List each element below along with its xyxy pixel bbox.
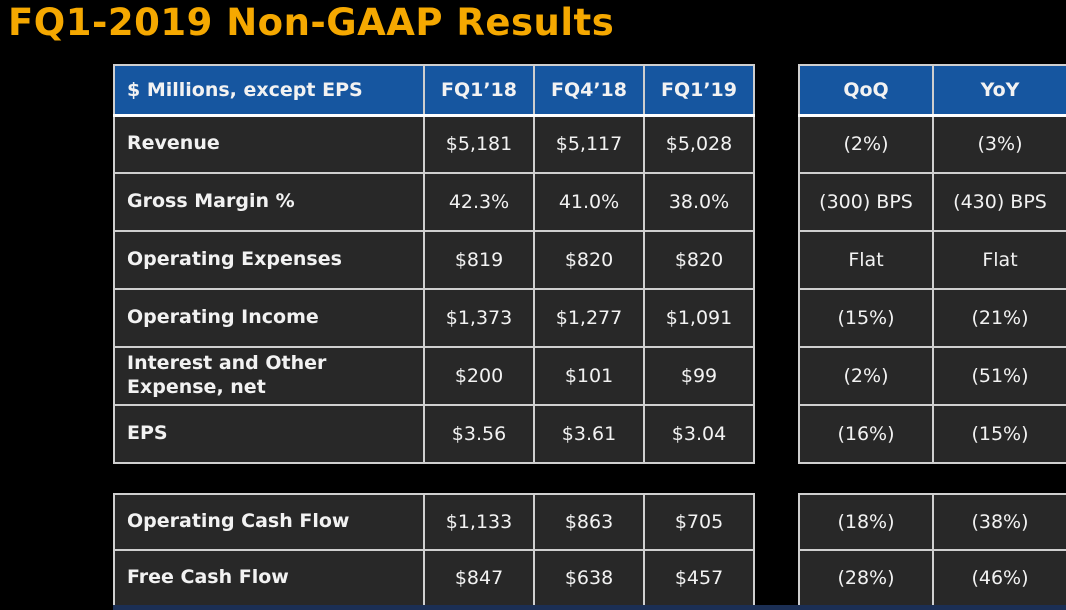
cell-qoq: Flat: [798, 230, 934, 290]
header-metric-label: $ Millions, except EPS: [113, 64, 425, 117]
footer-bar: [113, 605, 1066, 610]
cashflow-delta-table: (18%) (38%) (28%) (46%): [798, 493, 1066, 607]
delta-row-eps: (16%) (15%): [798, 404, 1066, 464]
table-row-free-cash-flow: Free Cash Flow $847 $638 $457: [113, 549, 755, 607]
delta-row-free-cash-flow: (28%) (46%): [798, 549, 1066, 607]
row-label: Operating Expenses: [113, 230, 425, 290]
table-row-operating-cash-flow: Operating Cash Flow $1,133 $863 $705: [113, 493, 755, 551]
table-row-interest-expense: Interest and Other Expense, net $200 $10…: [113, 346, 755, 406]
cell-fq1-19: $820: [643, 230, 755, 290]
row-label: Operating Income: [113, 288, 425, 348]
cell-fq4-18: $638: [533, 549, 645, 607]
row-label: Revenue: [113, 114, 425, 174]
header-fq1-18: FQ1’18: [423, 64, 535, 117]
row-label: Free Cash Flow: [113, 549, 425, 607]
cell-yoy: (15%): [932, 404, 1066, 464]
cell-yoy: (46%): [932, 549, 1066, 607]
delta-row-operating-expenses: Flat Flat: [798, 230, 1066, 290]
row-label: Operating Cash Flow: [113, 493, 425, 551]
cell-fq1-18: $819: [423, 230, 535, 290]
cell-fq4-18: $1,277: [533, 288, 645, 348]
header-qoq: QoQ: [798, 64, 934, 117]
cell-fq1-19: $99: [643, 346, 755, 406]
page-title: FQ1-2019 Non-GAAP Results: [8, 1, 615, 44]
cell-qoq: (16%): [798, 404, 934, 464]
cell-fq1-18: 42.3%: [423, 172, 535, 232]
cell-fq4-18: $3.61: [533, 404, 645, 464]
table-row-revenue: Revenue $5,181 $5,117 $5,028: [113, 114, 755, 174]
cell-yoy: (21%): [932, 288, 1066, 348]
cell-fq1-18: $200: [423, 346, 535, 406]
header-fq4-18: FQ4’18: [533, 64, 645, 117]
cell-yoy: (38%): [932, 493, 1066, 551]
cell-yoy: (3%): [932, 114, 1066, 174]
cell-fq1-19: $457: [643, 549, 755, 607]
cell-fq1-18: $5,181: [423, 114, 535, 174]
cell-qoq: (15%): [798, 288, 934, 348]
main-table: $ Millions, except EPS FQ1’18 FQ4’18 FQ1…: [113, 64, 755, 464]
delta-row-operating-income: (15%) (21%): [798, 288, 1066, 348]
cell-fq1-19: $5,028: [643, 114, 755, 174]
cell-fq4-18: $101: [533, 346, 645, 406]
cell-fq4-18: $820: [533, 230, 645, 290]
cell-yoy: (51%): [932, 346, 1066, 406]
cell-fq4-18: $863: [533, 493, 645, 551]
cell-yoy: Flat: [932, 230, 1066, 290]
delta-row-operating-cash-flow: (18%) (38%): [798, 493, 1066, 551]
cell-qoq: (28%): [798, 549, 934, 607]
cell-fq1-19: $705: [643, 493, 755, 551]
cell-fq4-18: $5,117: [533, 114, 645, 174]
table-row-operating-income: Operating Income $1,373 $1,277 $1,091: [113, 288, 755, 348]
delta-table-header-row: QoQ YoY: [798, 64, 1066, 117]
cell-fq1-19: $3.04: [643, 404, 755, 464]
header-fq1-19: FQ1’19: [643, 64, 755, 117]
cell-fq1-18: $847: [423, 549, 535, 607]
main-table-header-row: $ Millions, except EPS FQ1’18 FQ4’18 FQ1…: [113, 64, 755, 117]
header-yoy: YoY: [932, 64, 1066, 117]
delta-row-revenue: (2%) (3%): [798, 114, 1066, 174]
cell-qoq: (18%): [798, 493, 934, 551]
delta-table: QoQ YoY (2%) (3%) (300) BPS (430) BPS Fl…: [798, 64, 1066, 464]
cell-qoq: (2%): [798, 346, 934, 406]
cell-fq4-18: 41.0%: [533, 172, 645, 232]
cell-fq1-18: $3.56: [423, 404, 535, 464]
row-label: Gross Margin %: [113, 172, 425, 232]
cell-fq1-18: $1,373: [423, 288, 535, 348]
cell-qoq: (2%): [798, 114, 934, 174]
delta-row-interest-expense: (2%) (51%): [798, 346, 1066, 406]
row-label: EPS: [113, 404, 425, 464]
cell-fq1-19: 38.0%: [643, 172, 755, 232]
cell-fq1-18: $1,133: [423, 493, 535, 551]
cashflow-table: Operating Cash Flow $1,133 $863 $705 Fre…: [113, 493, 755, 607]
table-row-operating-expenses: Operating Expenses $819 $820 $820: [113, 230, 755, 290]
delta-row-gross-margin: (300) BPS (430) BPS: [798, 172, 1066, 232]
table-row-eps: EPS $3.56 $3.61 $3.04: [113, 404, 755, 464]
row-label: Interest and Other Expense, net: [113, 346, 425, 406]
cell-fq1-19: $1,091: [643, 288, 755, 348]
table-row-gross-margin: Gross Margin % 42.3% 41.0% 38.0%: [113, 172, 755, 232]
cell-yoy: (430) BPS: [932, 172, 1066, 232]
cell-qoq: (300) BPS: [798, 172, 934, 232]
